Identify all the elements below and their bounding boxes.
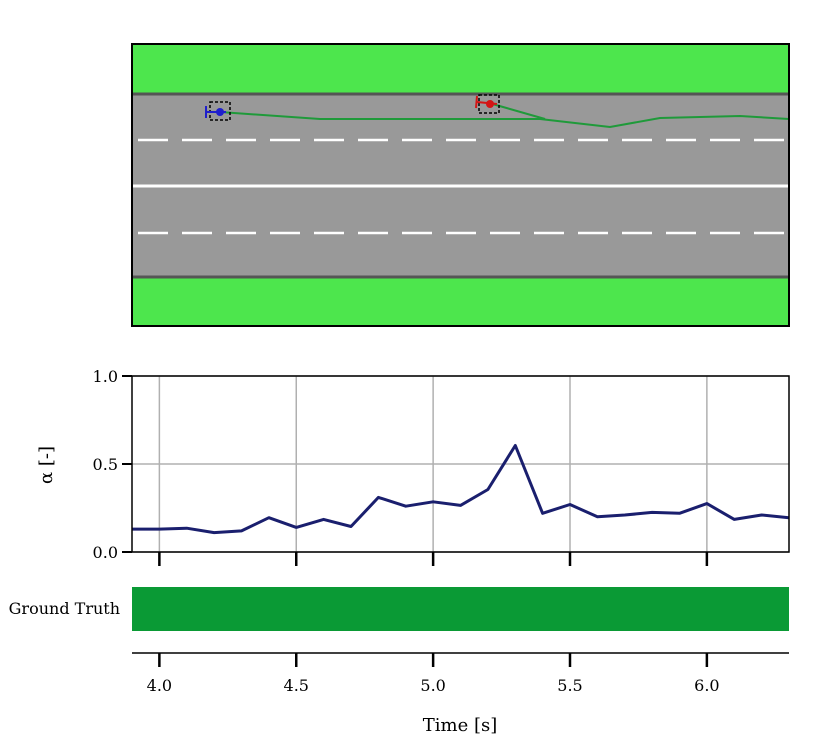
ground-truth-label: Ground Truth	[9, 599, 120, 618]
time-axis-ticks: 4.0 4.5 5.0 5.5 6.0	[147, 653, 720, 695]
time-tick-label: 4.5	[284, 676, 309, 695]
alpha-series-line	[132, 444, 790, 535]
alpha-y-tick-label: 1.0	[93, 367, 118, 386]
time-axis-label: Time [s]	[423, 715, 498, 736]
road-scene	[131, 43, 790, 327]
alpha-y-axis-label: α [-]	[36, 446, 57, 484]
time-tick-label: 5.5	[557, 676, 582, 695]
time-tick-label: 5.0	[420, 676, 445, 695]
alpha-y-tick-label: 0.0	[93, 543, 118, 562]
time-tick-label: 6.0	[694, 676, 719, 695]
alpha-gridlines	[132, 375, 789, 553]
alpha-x-ticks	[158, 552, 709, 566]
ground-truth-chart: Ground Truth	[9, 587, 789, 631]
grass-bottom	[132, 277, 789, 326]
ground-truth-bar	[132, 587, 789, 631]
planned-trajectory	[219, 111, 790, 129]
grass-top	[132, 44, 789, 94]
ego-vehicle	[205, 101, 231, 121]
road-scene-frame	[131, 43, 790, 327]
alpha-chart: 0.0 0.5 1.0 α [-]	[36, 367, 790, 566]
time-tick-label: 4.0	[147, 676, 172, 695]
time-axis: 4.0 4.5 5.0 5.5 6.0 Time [s]	[132, 652, 789, 736]
alpha-y-tick-label: 0.5	[93, 455, 118, 474]
other-vehicle	[475, 94, 500, 114]
alpha-y-axis: 0.0 0.5 1.0	[93, 367, 132, 562]
